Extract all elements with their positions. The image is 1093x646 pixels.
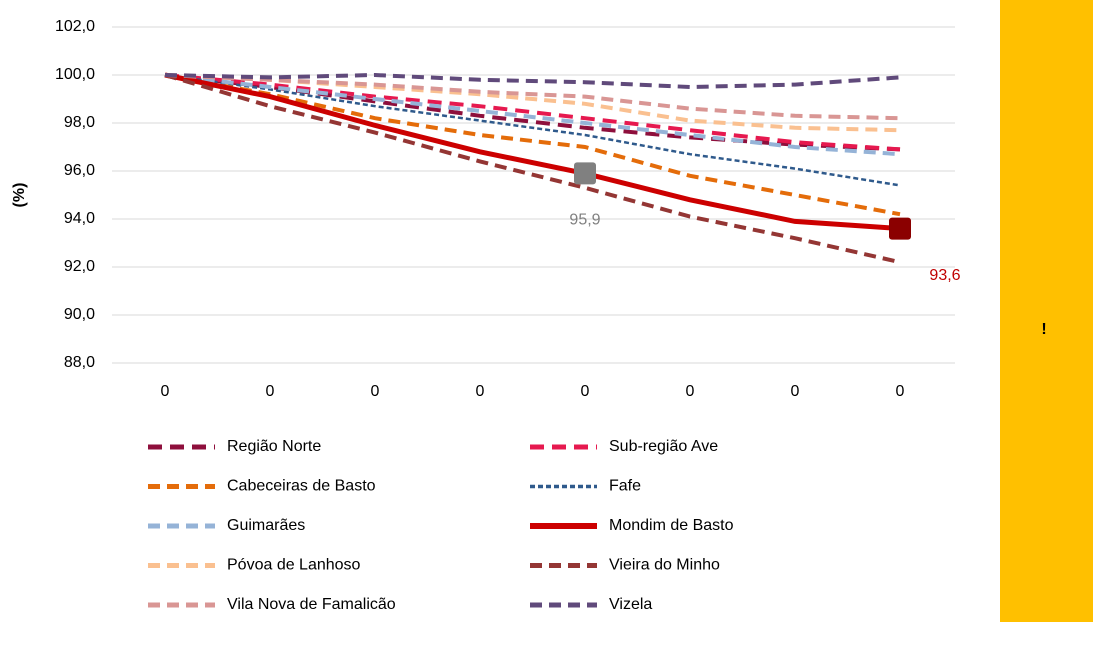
legend-label: Vizela (609, 596, 652, 613)
y-tick-label: 100,0 (55, 66, 95, 83)
y-tick-label: 96,0 (64, 162, 95, 179)
x-tick-label: 0 (896, 383, 905, 400)
data-label: 93,6 (929, 267, 960, 284)
series-line (164, 73, 901, 157)
x-tick-label: 0 (791, 383, 800, 400)
side-panel (1000, 0, 1093, 622)
series-line (164, 73, 901, 152)
series-line (164, 73, 901, 265)
data-label: 95,9 (569, 212, 600, 229)
y-tick-label: 92,0 (64, 258, 95, 275)
series-line (164, 73, 901, 121)
series-line (164, 73, 901, 187)
side-panel-text: ! (1041, 321, 1046, 338)
legend-label: Fafe (609, 478, 641, 495)
legend-label: Póvoa de Lanhoso (227, 557, 361, 574)
y-tick-label: 102,0 (55, 18, 95, 35)
legend-label: Sub-região Ave (609, 438, 718, 455)
y-tick-label: 88,0 (64, 354, 95, 371)
x-tick-label: 0 (686, 383, 695, 400)
point-marker (889, 217, 911, 240)
y-tick-label: 98,0 (64, 114, 95, 131)
legend-label: Vila Nova de Famalicão (227, 596, 396, 613)
x-tick-label: 0 (371, 383, 380, 400)
y-axis-title: (%) (11, 183, 28, 208)
legend-label: Região Norte (227, 438, 321, 455)
y-tick-label: 90,0 (64, 306, 95, 323)
y-tick-label: 94,0 (64, 210, 95, 227)
series-line (164, 72, 901, 90)
legend-label: Mondim de Basto (609, 517, 734, 534)
series-line (164, 72, 901, 232)
legend-label: Vieira do Minho (609, 557, 720, 574)
x-tick-label: 0 (161, 383, 170, 400)
legend-label: Guimarães (227, 517, 305, 534)
x-tick-label: 0 (266, 383, 275, 400)
x-tick-label: 0 (476, 383, 485, 400)
legend-label: Cabeceiras de Basto (227, 478, 376, 495)
point-marker (574, 162, 596, 185)
x-tick-label: 0 (581, 383, 590, 400)
series-line (164, 73, 901, 217)
